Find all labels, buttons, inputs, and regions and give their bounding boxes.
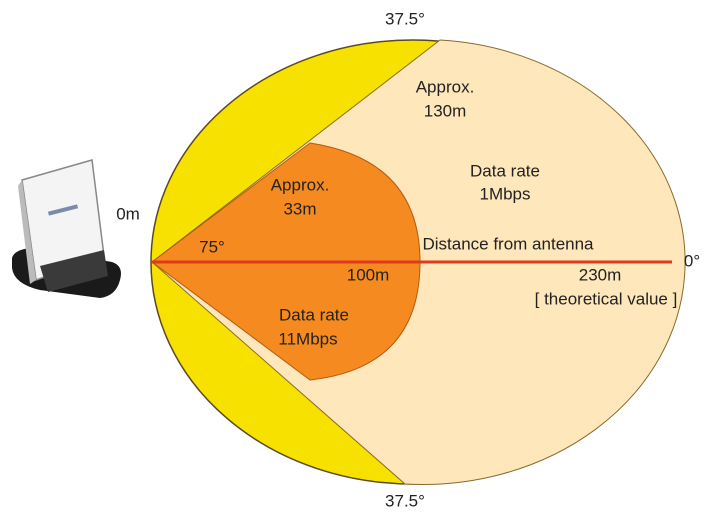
zone-label: 33m: [283, 199, 316, 218]
angle-label: 0°: [684, 251, 700, 270]
axis-label: 100m: [347, 265, 390, 284]
antenna-device: [12, 159, 121, 298]
zone-label: Data rate: [279, 305, 349, 324]
axis-note: [ theoretical value ]: [535, 289, 678, 308]
axis-title: Distance from antenna: [422, 234, 594, 253]
angle-label: 75°: [199, 237, 225, 256]
zone-label: Data rate: [470, 161, 540, 180]
axis-label: 230m: [579, 265, 622, 284]
axis-label: 0m: [116, 204, 140, 223]
zone-label: Approx.: [271, 175, 330, 194]
angle-label: 37.5°: [385, 9, 425, 28]
zone-label: 130m: [424, 101, 467, 120]
angle-label: 37.5°: [385, 491, 425, 510]
zone-label: Approx.: [416, 77, 475, 96]
zone-label: 11Mbps: [278, 329, 337, 348]
zone-label: 1Mbps: [479, 184, 530, 203]
